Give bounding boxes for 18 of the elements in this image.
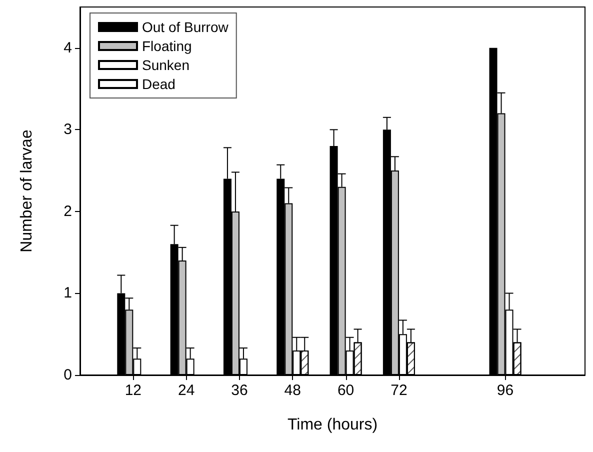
y-tick-label: 2 (64, 202, 72, 220)
legend-label: Floating (142, 38, 192, 54)
legend-label: Dead (142, 76, 176, 92)
y-tick-label: 4 (64, 39, 72, 56)
x-tick-label: 96 (496, 382, 514, 399)
x-tick-label: 60 (337, 382, 354, 399)
y-axis-title: Number of larvae (18, 130, 36, 252)
y-tick-label: 0 (64, 366, 72, 384)
x-tick-label: 48 (284, 382, 301, 399)
y-tick-label: 3 (64, 121, 72, 138)
x-axis-title: Time (hours) (287, 416, 378, 434)
y-tick-label: 1 (64, 284, 72, 302)
x-tick-label: 12 (124, 382, 142, 399)
x-tick-label: 72 (390, 382, 408, 399)
x-tick-label: 24 (178, 382, 195, 399)
legend-label: Out of Burrow (142, 19, 230, 35)
x-tick-label: 36 (231, 382, 248, 399)
legend-label: Sunken (142, 57, 190, 73)
